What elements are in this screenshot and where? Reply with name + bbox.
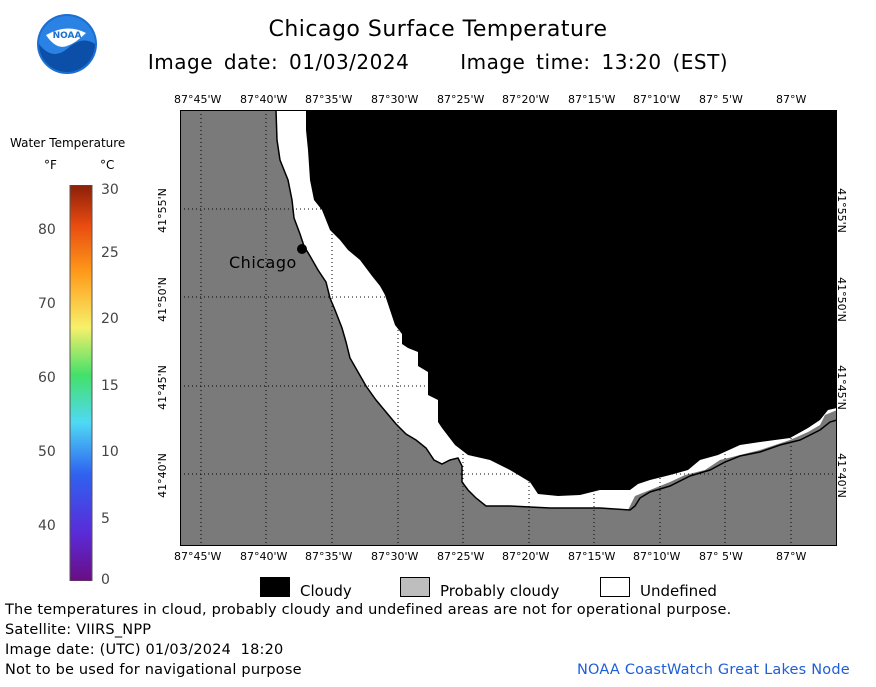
f-tick-40: 40 (38, 518, 56, 534)
map-frame (180, 110, 837, 546)
probably-cloudy-swatch (400, 577, 430, 597)
lon-tick-top: 87°30'W (371, 93, 419, 106)
cloudy-swatch (260, 577, 290, 597)
noaa-logo-icon: NOAA (36, 13, 98, 75)
lon-tick-top: 87°W (776, 93, 807, 106)
lon-tick-bottom: 87° 5'W (699, 550, 743, 563)
lat-tick-left: 41°40'N (155, 453, 169, 498)
lon-tick-bottom: 87°40'W (240, 550, 288, 563)
map-area (179, 109, 838, 547)
colorbar-unit-f: °F (44, 158, 57, 172)
colorbar-title: Water Temperature (10, 136, 126, 150)
f-tick-60: 60 (38, 370, 56, 386)
lon-tick-top: 87°35'W (305, 93, 353, 106)
lon-tick-bottom: 87°10'W (633, 550, 681, 563)
lon-tick-top: 87°15'W (568, 93, 616, 106)
graticule (180, 110, 837, 546)
c-tick-25: 25 (101, 245, 119, 261)
disclaimer-text: The temperatures in cloud, probably clou… (5, 602, 732, 618)
c-tick-20: 20 (101, 311, 119, 327)
chicago-marker (297, 244, 307, 254)
lon-tick-top: 87°40'W (240, 93, 288, 106)
lon-tick-top: 87° 5'W (699, 93, 743, 106)
c-tick-15: 15 (101, 378, 119, 394)
cloudy-label: Cloudy (300, 582, 352, 600)
lon-tick-bottom: 87°20'W (502, 550, 550, 563)
lon-tick-bottom: 87°30'W (371, 550, 419, 563)
noaa-logo-text: NOAA (53, 31, 82, 41)
undefined-swatch (600, 577, 630, 597)
image-date: Image date: 01/03/2024 (147, 50, 410, 74)
image-datetime: Image date: 01/03/2024 Image time: 13:20… (0, 50, 876, 74)
image-time: Image time: 13:20 (EST) (460, 50, 729, 74)
lon-tick-bottom: 87°45'W (174, 550, 222, 563)
lon-tick-bottom: 87°15'W (568, 550, 616, 563)
lake-cloudy-area (306, 110, 837, 496)
lon-tick-top: 87°25'W (437, 93, 485, 106)
satellite-text: Satellite: VIIRS_NPP (5, 622, 152, 638)
colorbar-unit-c: °C (100, 158, 115, 172)
lat-tick-left: 41°45'N (155, 365, 169, 410)
probably-cloudy-label: Probably cloudy (440, 582, 560, 600)
utc-date-text: Image date: (UTC) 01/03/2024 18:20 (5, 642, 284, 658)
c-tick-30: 30 (101, 182, 119, 198)
f-tick-70: 70 (38, 296, 56, 312)
navigation-warning: Not to be used for navigational purpose (5, 662, 302, 678)
city-label-chicago: Chicago (229, 253, 297, 272)
lon-tick-bottom: 87°35'W (305, 550, 353, 563)
undefined-label: Undefined (640, 582, 717, 600)
node-credit: NOAA CoastWatch Great Lakes Node (577, 662, 850, 678)
lon-tick-top: 87°45'W (174, 93, 222, 106)
colorbar (69, 184, 93, 582)
lon-tick-bottom: 87°25'W (437, 550, 485, 563)
lon-tick-top: 87°20'W (502, 93, 550, 106)
lon-tick-bottom: 87°W (776, 550, 807, 563)
c-tick-5: 5 (101, 511, 110, 527)
lat-tick-left: 41°55'N (155, 188, 169, 233)
f-tick-80: 80 (38, 222, 56, 238)
lon-tick-top: 87°10'W (633, 93, 681, 106)
lat-tick-left: 41°50'N (155, 277, 169, 322)
page-title: Chicago Surface Temperature (268, 17, 608, 42)
c-tick-0: 0 (101, 572, 110, 588)
f-tick-50: 50 (38, 444, 56, 460)
c-tick-10: 10 (101, 444, 119, 460)
